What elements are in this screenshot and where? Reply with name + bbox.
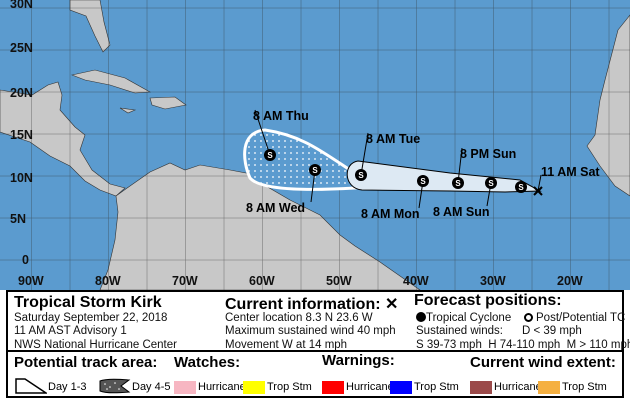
forecast-label: 8 AM Thu <box>253 109 309 123</box>
wind-scale: S 39-73 mph H 74-110 mph M > 110 mph <box>416 339 630 351</box>
forecast-point-icon[interactable]: S <box>309 164 321 176</box>
label-leader <box>254 109 271 156</box>
forecast-point-icon[interactable]: S <box>264 149 276 161</box>
lat-label: 25N <box>10 41 33 55</box>
wind-hurricane-swatch <box>470 381 492 394</box>
day13-label: Day 1-3 <box>48 381 87 393</box>
watch-hurricane-label: Hurricane <box>198 381 246 393</box>
sustained-label: Sustained winds: <box>416 325 503 337</box>
lon-label: 80W <box>95 274 121 288</box>
warning-hurricane-label: Hurricane <box>346 381 394 393</box>
africa <box>586 14 630 197</box>
lat-label: 5N <box>10 212 26 226</box>
south-america <box>99 162 421 290</box>
filled-circle-icon <box>416 312 426 322</box>
forecast-point-icon[interactable]: S <box>417 175 429 187</box>
label-current: 11 AM Sat <box>541 165 600 179</box>
lon-label: 20W <box>557 274 583 288</box>
hispaniola <box>149 96 187 110</box>
forecast-label: 8 AM Sun <box>433 205 489 219</box>
lat-label: 0 <box>22 253 29 267</box>
label-leader <box>537 174 542 192</box>
d-range: D < 39 mph <box>522 325 582 337</box>
track-title: Potential track area: <box>14 354 158 371</box>
wind-ts-swatch <box>538 381 560 394</box>
lon-label: 70W <box>172 274 198 288</box>
wind-extent-title: Current wind extent: <box>470 354 616 371</box>
lon-label: 90W <box>18 274 44 288</box>
advisory: 11 AM AST Advisory 1 <box>14 325 127 337</box>
svg-text:S: S <box>518 183 524 192</box>
forecast-label: 8 AM Mon <box>361 207 420 221</box>
open-circle-icon <box>524 313 533 322</box>
day13-cone-icon <box>15 378 47 394</box>
watch-ts-swatch <box>243 381 265 394</box>
legend-panel: Potential track area: Day 1-3 Day 4-5 Wa… <box>6 350 624 398</box>
storm-title: Tropical Storm Kirk <box>14 294 162 311</box>
svg-text:S: S <box>455 179 461 188</box>
forecast-map: S S S S S S S 11 AM Sat 8 AM Thu 8 AM Wed 8 AM T… <box>0 0 630 290</box>
max-wind: Maximum sustained wind 40 mph <box>225 325 396 337</box>
label-leader <box>360 132 369 176</box>
lon-label: 40W <box>403 274 429 288</box>
watch-ts-label: Trop Stm <box>267 381 312 393</box>
warning-ts-label: Trop Stm <box>414 381 459 393</box>
cuba <box>70 69 152 94</box>
wind-ts-label: Trop Stm <box>562 381 607 393</box>
svg-text:S: S <box>358 171 364 180</box>
day45-cone-icon <box>99 378 131 394</box>
issuer: NWS National Hurricane Center <box>14 339 177 351</box>
jamaica <box>119 107 137 114</box>
forecast-label: 8 AM Tue <box>366 132 420 146</box>
center-location: Center location 8.3 N 23.6 W <box>225 312 373 324</box>
movement: Movement W at 14 mph <box>225 339 348 351</box>
forecast-label: 8 AM Wed <box>246 201 305 215</box>
lat-label: 10N <box>10 171 33 185</box>
wind-hurricane-label: Hurricane <box>494 381 542 393</box>
date: Saturday September 22, 2018 <box>14 312 168 324</box>
florida <box>69 0 111 53</box>
svg-text:S: S <box>312 166 318 175</box>
lat-label: 15N <box>10 128 33 142</box>
cone-day-4-5 <box>243 128 357 191</box>
watches-title: Watches: <box>174 354 241 371</box>
legend-ptc: Post/Potential TC <box>524 312 625 324</box>
svg-text:S: S <box>420 177 426 186</box>
grid <box>0 0 630 290</box>
lon-label: 30W <box>480 274 506 288</box>
lon-label: 50W <box>326 274 352 288</box>
warnings-title: Warnings: <box>322 352 395 369</box>
lon-label: 60W <box>249 274 275 288</box>
svg-text:S: S <box>488 179 494 188</box>
legend-tc: Tropical Cyclone <box>416 312 511 324</box>
svg-text:S: S <box>267 151 273 160</box>
forecast-point-icon[interactable]: S <box>452 177 464 189</box>
current-position-icon <box>533 186 543 196</box>
warning-ts-swatch <box>390 381 412 394</box>
day45-label: Day 4-5 <box>132 381 171 393</box>
forecast-label: 8 PM Sun <box>460 147 516 161</box>
warning-hurricane-swatch <box>322 381 344 394</box>
forecast-title: Forecast positions: <box>414 292 562 309</box>
forecast-point-icon[interactable]: S <box>515 181 527 193</box>
lat-label: 30N <box>10 0 33 11</box>
forecast-point-icon[interactable]: S <box>355 169 367 181</box>
watch-hurricane-swatch <box>174 381 196 394</box>
forecast-point-icon[interactable]: S <box>485 177 497 189</box>
info-panel: Tropical Storm Kirk Saturday September 2… <box>6 290 630 352</box>
current-title: Current information: ✕ <box>225 296 399 313</box>
lat-label: 20N <box>10 86 33 100</box>
